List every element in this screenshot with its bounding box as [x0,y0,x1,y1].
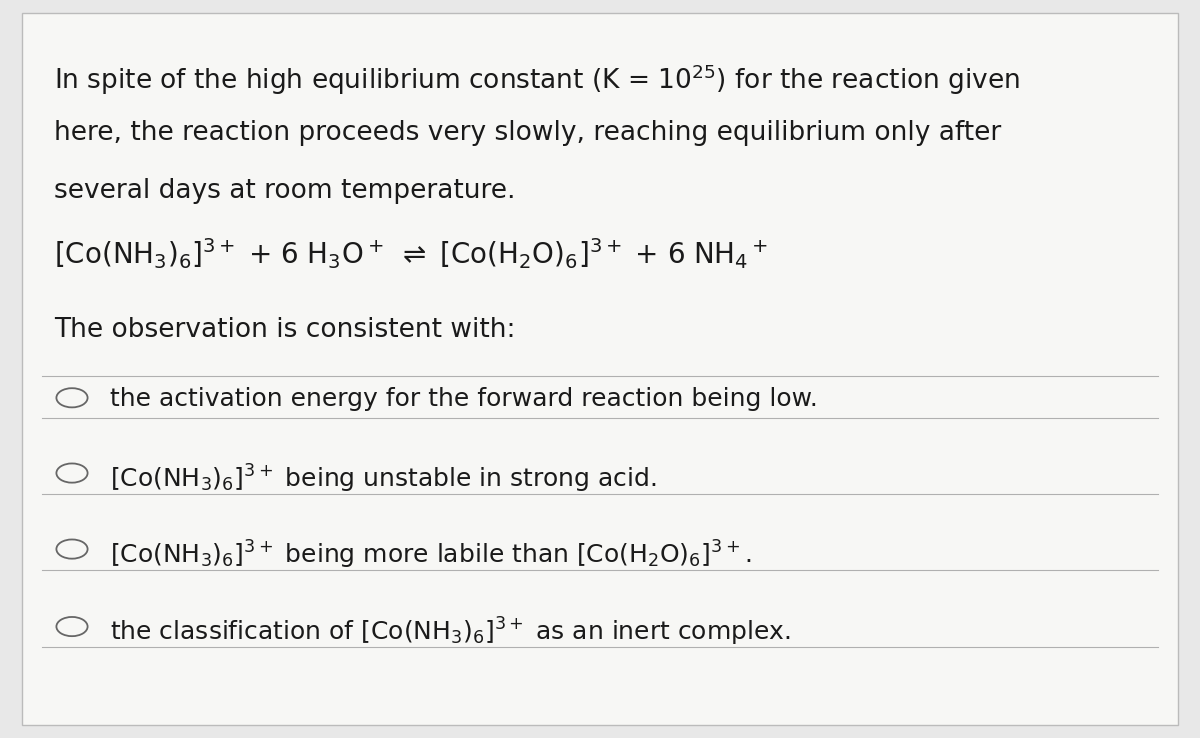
Text: $\mathregular{[Co(NH_3)_6]^{3+}}$ + 6 H$\mathregular{_3}$O$^+$ $\rightleftharpoo: $\mathregular{[Co(NH_3)_6]^{3+}}$ + 6 H$… [54,236,768,271]
Text: several days at room temperature.: several days at room temperature. [54,178,516,204]
Text: The observation is consistent with:: The observation is consistent with: [54,317,516,343]
Text: here, the reaction proceeds very slowly, reaching equilibrium only after: here, the reaction proceeds very slowly,… [54,120,1001,146]
Text: the activation energy for the forward reaction being low.: the activation energy for the forward re… [110,387,818,412]
Text: $\mathregular{[Co(NH_3)_6]^{3+}}$ being unstable in strong acid.: $\mathregular{[Co(NH_3)_6]^{3+}}$ being … [110,463,658,495]
Text: In spite of the high equilibrium constant (K = $10^{25}$) for the reaction given: In spite of the high equilibrium constan… [54,63,1020,97]
Text: the classification of $\mathregular{[Co(NH_3)_6]^{3+}}$ as an inert complex.: the classification of $\mathregular{[Co(… [110,616,791,649]
Text: $\mathregular{[Co(NH_3)_6]^{3+}}$ being more labile than $\mathregular{[Co(H_2O): $\mathregular{[Co(NH_3)_6]^{3+}}$ being … [110,539,751,571]
